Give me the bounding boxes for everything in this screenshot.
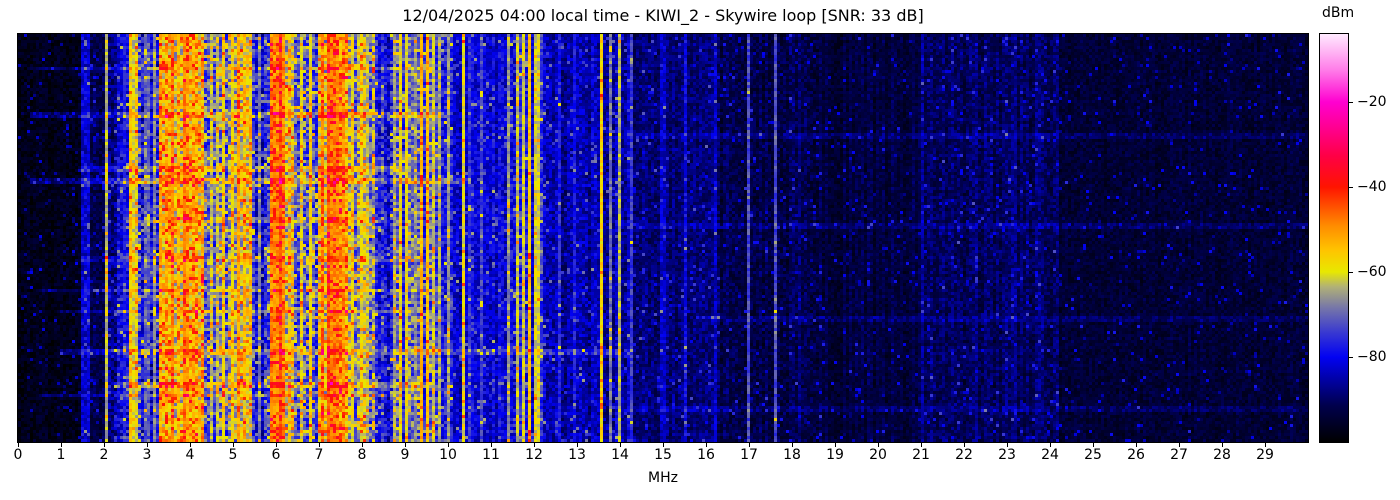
x-tick-mark bbox=[577, 443, 578, 447]
x-tick-label: 16 bbox=[697, 447, 715, 463]
x-tick-mark bbox=[491, 443, 492, 447]
colorbar-tick-mark bbox=[1349, 272, 1353, 273]
x-tick-mark bbox=[362, 443, 363, 447]
x-tick-mark bbox=[921, 443, 922, 447]
x-tick-mark bbox=[1179, 443, 1180, 447]
colorbar-tick-label: −60 bbox=[1357, 264, 1387, 280]
x-tick-label: 20 bbox=[869, 447, 887, 463]
colorbar-tick-label: −80 bbox=[1357, 349, 1387, 365]
x-tick-label: 11 bbox=[482, 447, 500, 463]
x-tick-label: 19 bbox=[826, 447, 844, 463]
x-tick-mark bbox=[706, 443, 707, 447]
x-tick-mark bbox=[620, 443, 621, 447]
x-tick-mark bbox=[190, 443, 191, 447]
x-tick-label: 12 bbox=[525, 447, 543, 463]
x-tick-label: 24 bbox=[1041, 447, 1059, 463]
x-tick-label: 4 bbox=[185, 447, 195, 463]
x-tick-mark bbox=[878, 443, 879, 447]
x-axis-label: MHz bbox=[648, 470, 678, 486]
x-tick-mark bbox=[1265, 443, 1266, 447]
colorbar-tick-label: −20 bbox=[1357, 94, 1387, 110]
colorbar-tick-label: −40 bbox=[1357, 179, 1387, 195]
waterfall-plot bbox=[17, 33, 1309, 443]
x-tick-label: 21 bbox=[912, 447, 930, 463]
x-tick-mark bbox=[147, 443, 148, 447]
x-tick-mark bbox=[1093, 443, 1094, 447]
x-tick-label: 2 bbox=[99, 447, 109, 463]
x-tick-label: 9 bbox=[400, 447, 410, 463]
x-tick-mark bbox=[233, 443, 234, 447]
x-tick-label: 29 bbox=[1256, 447, 1274, 463]
x-tick-mark bbox=[1136, 443, 1137, 447]
x-tick-label: 5 bbox=[228, 447, 238, 463]
x-tick-label: 8 bbox=[357, 447, 367, 463]
x-tick-mark bbox=[663, 443, 664, 447]
x-tick-label: 14 bbox=[611, 447, 629, 463]
x-tick-mark bbox=[1222, 443, 1223, 447]
x-tick-label: 13 bbox=[568, 447, 586, 463]
x-tick-label: 1 bbox=[56, 447, 66, 463]
x-tick-mark bbox=[104, 443, 105, 447]
x-tick-mark bbox=[1050, 443, 1051, 447]
x-tick-label: 0 bbox=[13, 447, 23, 463]
waterfall-canvas bbox=[18, 34, 1308, 442]
x-tick-label: 25 bbox=[1084, 447, 1102, 463]
x-tick-label: 7 bbox=[314, 447, 324, 463]
x-tick-mark bbox=[61, 443, 62, 447]
x-tick-label: 18 bbox=[783, 447, 801, 463]
x-tick-mark bbox=[749, 443, 750, 447]
x-tick-mark bbox=[792, 443, 793, 447]
x-tick-label: 26 bbox=[1127, 447, 1145, 463]
x-tick-label: 27 bbox=[1170, 447, 1188, 463]
colorbar bbox=[1319, 33, 1349, 443]
x-tick-label: 3 bbox=[142, 447, 152, 463]
x-tick-mark bbox=[964, 443, 965, 447]
x-tick-label: 6 bbox=[271, 447, 281, 463]
x-tick-mark bbox=[319, 443, 320, 447]
colorbar-tick-mark bbox=[1349, 102, 1353, 103]
x-tick-label: 22 bbox=[955, 447, 973, 463]
x-tick-label: 15 bbox=[654, 447, 672, 463]
x-tick-mark bbox=[276, 443, 277, 447]
x-tick-label: 28 bbox=[1213, 447, 1231, 463]
x-tick-mark bbox=[18, 443, 19, 447]
chart-title: 12/04/2025 04:00 local time - KIWI_2 - S… bbox=[402, 6, 924, 25]
colorbar-tick-mark bbox=[1349, 357, 1353, 358]
x-tick-mark bbox=[835, 443, 836, 447]
x-tick-label: 17 bbox=[740, 447, 758, 463]
colorbar-label: dBm bbox=[1322, 5, 1355, 21]
x-tick-label: 23 bbox=[998, 447, 1016, 463]
x-tick-mark bbox=[1007, 443, 1008, 447]
x-tick-mark bbox=[405, 443, 406, 447]
x-tick-label: 10 bbox=[439, 447, 457, 463]
x-tick-mark bbox=[534, 443, 535, 447]
x-tick-mark bbox=[448, 443, 449, 447]
colorbar-tick-mark bbox=[1349, 187, 1353, 188]
